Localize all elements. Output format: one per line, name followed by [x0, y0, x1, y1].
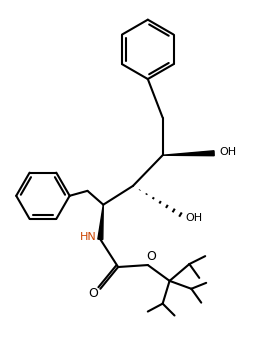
Text: O: O	[146, 250, 156, 263]
Text: HN: HN	[80, 232, 97, 242]
Text: OH: OH	[219, 147, 236, 157]
Polygon shape	[98, 205, 103, 239]
Polygon shape	[163, 151, 214, 156]
Text: O: O	[88, 287, 98, 300]
Text: OH: OH	[185, 213, 203, 222]
